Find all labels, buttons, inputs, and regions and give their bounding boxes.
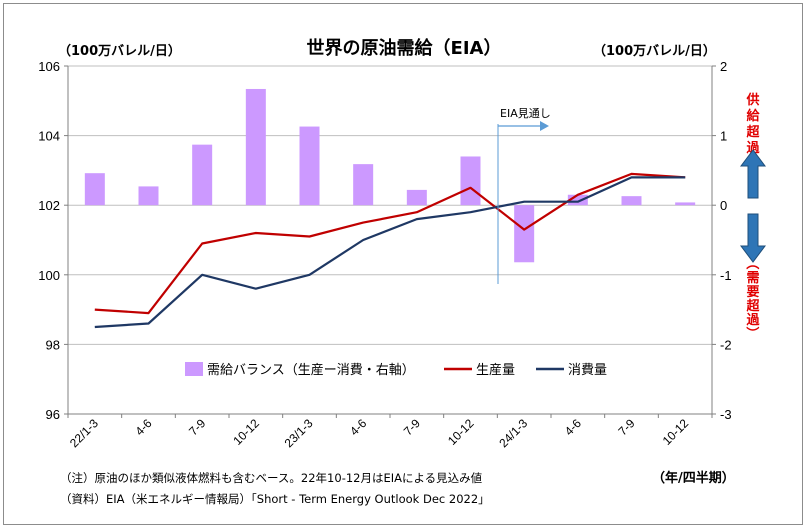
balance-bar bbox=[192, 144, 213, 206]
axis-labels: 106 104 102 100 98 96 2 1 0 -1 -2 -3 22/1-3 4-6 7-9 10-… bbox=[38, 59, 731, 450]
forecast-arrow-icon bbox=[540, 121, 549, 131]
series-lines bbox=[94, 172, 686, 329]
demand-excess-label: 超 bbox=[746, 298, 760, 314]
demand-excess-label: 要 bbox=[746, 285, 759, 300]
chart-title: 世界の原油需給（EIA） bbox=[307, 37, 502, 59]
left-tick-label: 96 bbox=[46, 407, 60, 422]
right-tick-label: 2 bbox=[720, 59, 727, 74]
balance-bar bbox=[299, 126, 320, 206]
category-label: 10-12 bbox=[660, 416, 692, 448]
supply-excess-label: 供 bbox=[745, 92, 759, 108]
balance-bar bbox=[406, 189, 427, 206]
balance-bar bbox=[138, 186, 159, 206]
left-tick-label: 100 bbox=[38, 268, 60, 283]
category-label: 10-12 bbox=[230, 416, 262, 448]
chart-frame bbox=[3, 3, 803, 525]
down-arrow-icon bbox=[740, 213, 766, 263]
production-line bbox=[94, 172, 686, 315]
balance-bar bbox=[675, 202, 696, 206]
balance-bar bbox=[621, 196, 642, 206]
category-label: 22/1-3 bbox=[67, 416, 101, 450]
category-label: 23/1-3 bbox=[282, 416, 316, 450]
supply-excess-label: 給 bbox=[746, 108, 760, 124]
left-tick-label: 106 bbox=[38, 59, 60, 74]
balance-bar bbox=[245, 88, 266, 206]
category-label: 4-6 bbox=[132, 416, 154, 438]
demand-excess-label: （ bbox=[744, 256, 760, 269]
demand-excess-label: 需 bbox=[746, 271, 759, 286]
gridlines bbox=[68, 65, 712, 345]
legend-production-label: 生産量 bbox=[476, 362, 515, 378]
category-label: 4-6 bbox=[562, 416, 584, 438]
right-tick-label: 1 bbox=[720, 129, 727, 144]
category-label: 7-9 bbox=[186, 416, 208, 438]
source-note: （資料）EIA（米エネルギー情報局）「Short - Term Energy O… bbox=[60, 492, 490, 506]
balance-bar bbox=[567, 194, 588, 206]
legend-consumption-label: 消費量 bbox=[568, 363, 607, 378]
x-axis-unit: （年/四半期） bbox=[652, 470, 735, 486]
supply-excess-label: 過 bbox=[745, 140, 760, 156]
balance-bar bbox=[353, 164, 374, 206]
demand-excess-label: 過 bbox=[745, 312, 760, 328]
balance-bar bbox=[460, 156, 481, 206]
legend-bar-label: 需給バランス（生産ー消費・右軸） bbox=[207, 362, 415, 378]
right-axis-unit: （100万バレル/日） bbox=[593, 43, 716, 59]
balance-bar bbox=[514, 205, 535, 263]
forecast-label: EIA見通し bbox=[500, 107, 551, 120]
balance-bar bbox=[84, 173, 105, 206]
right-tick-label: 0 bbox=[720, 198, 727, 213]
right-tick-label: -3 bbox=[720, 407, 732, 422]
up-arrow-icon bbox=[740, 149, 766, 199]
legend: 需給バランス（生産ー消費・右軸） 生産量 消費量 bbox=[185, 362, 607, 378]
right-tick-label: -2 bbox=[720, 337, 732, 352]
left-tick-label: 98 bbox=[46, 337, 60, 352]
right-tick-label: -1 bbox=[720, 268, 732, 283]
category-label: 4-6 bbox=[347, 416, 369, 438]
consumption-line bbox=[94, 176, 686, 329]
category-label: 10-12 bbox=[445, 416, 477, 448]
axes bbox=[64, 65, 716, 418]
demand-excess-label: ） bbox=[744, 326, 760, 339]
left-axis-unit: （100万バレル/日） bbox=[58, 43, 181, 59]
category-label: 7-9 bbox=[401, 416, 423, 438]
category-label: 7-9 bbox=[615, 416, 637, 438]
left-tick-label: 104 bbox=[38, 129, 60, 144]
category-label: 24/1-3 bbox=[496, 416, 530, 450]
balance-bars bbox=[84, 88, 696, 263]
supply-excess-label: 超 bbox=[746, 124, 760, 140]
legend-bar-swatch bbox=[185, 362, 203, 376]
left-tick-label: 102 bbox=[38, 198, 60, 213]
footnote: （注）原油のほか類似液体燃料も含むベース。22年10-12月はEIAによる見込み… bbox=[60, 471, 483, 485]
